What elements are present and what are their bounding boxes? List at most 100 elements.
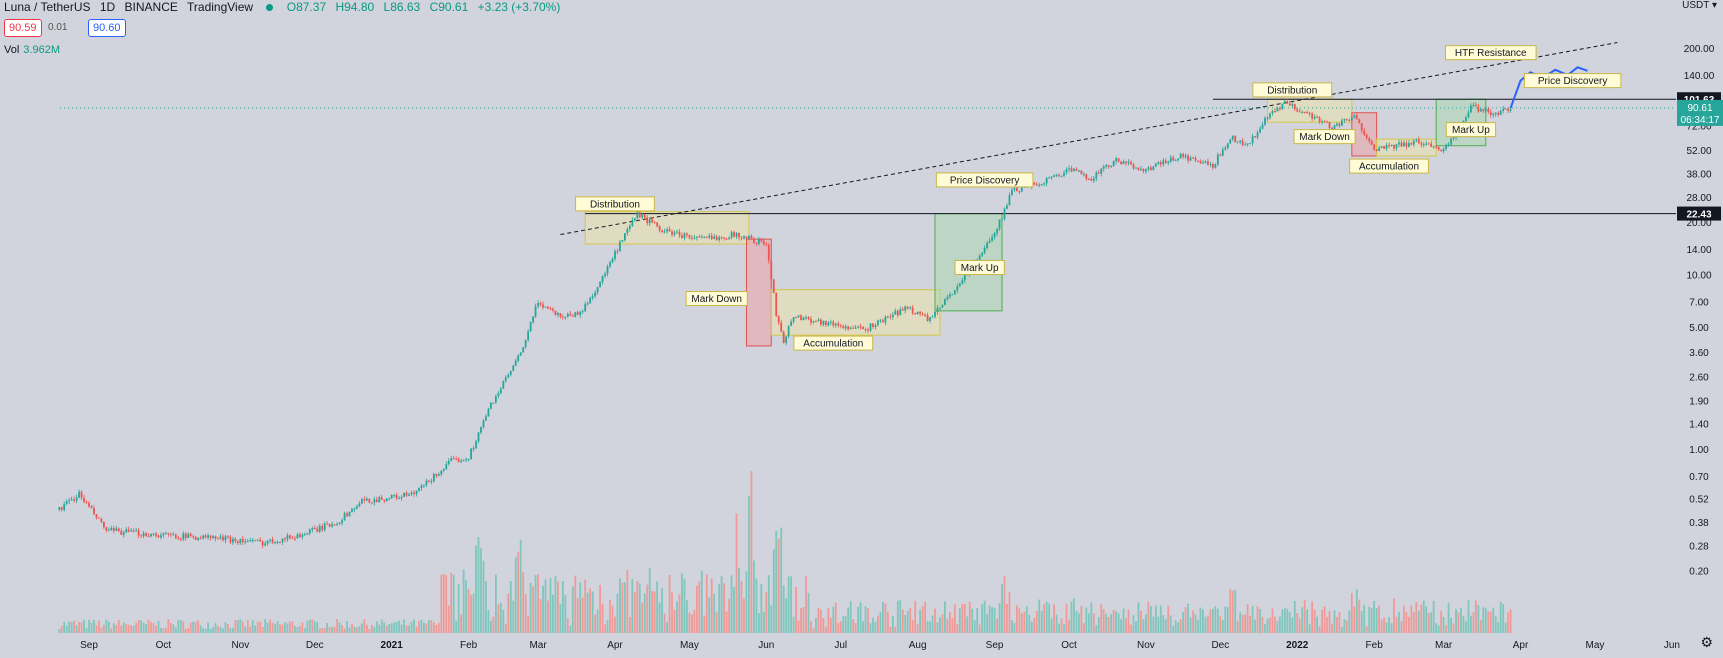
annotation-label[interactable]: HTF Resistance <box>1444 45 1537 61</box>
volume-bar <box>614 616 616 633</box>
candle-body <box>1323 121 1326 123</box>
volume-bar <box>1261 616 1264 633</box>
volume-bar <box>132 625 135 633</box>
volume-bar <box>442 573 445 633</box>
candle-body <box>671 231 673 235</box>
volume-bar <box>812 628 815 633</box>
volume-bar <box>1266 618 1269 633</box>
candle-body <box>1360 123 1363 131</box>
gear-icon[interactable]: ⚙ <box>1700 634 1713 650</box>
volume-bar <box>68 621 71 633</box>
candle-body <box>681 235 683 239</box>
candle-body <box>1219 154 1222 156</box>
volume-bar <box>1001 584 1003 633</box>
candle-body <box>961 280 964 284</box>
candle-body <box>586 303 589 305</box>
interval-label[interactable]: 1D <box>99 0 116 14</box>
volume-bar <box>435 625 438 633</box>
annotation-label[interactable]: Price Discovery <box>1523 73 1622 89</box>
candle-body <box>934 312 936 317</box>
sell-button[interactable]: 90.59 <box>4 19 42 37</box>
y-tick-label: 7.00 <box>1689 298 1709 309</box>
volume-bar <box>231 627 234 633</box>
volume-bar <box>1388 617 1390 633</box>
x-tick-label: Apr <box>1513 640 1529 651</box>
candle-body <box>98 517 100 519</box>
volume-bar <box>303 628 306 633</box>
volume-bar <box>909 607 912 633</box>
y-tick-label: 0.28 <box>1689 541 1709 552</box>
candle-body <box>472 448 475 450</box>
annotation-label[interactable]: Distribution <box>575 196 655 212</box>
candle-body <box>380 497 383 500</box>
y-tick-label: 72.00 <box>1686 121 1711 132</box>
annotation-label[interactable]: Accumulation <box>793 335 874 351</box>
candle-body <box>291 538 294 540</box>
candle-body <box>1499 110 1502 115</box>
annotation-label[interactable]: Price Discovery <box>935 172 1034 188</box>
volume-bar <box>65 625 68 633</box>
x-tick-label: Jun <box>758 640 774 651</box>
exchange-label: BINANCE <box>124 0 178 14</box>
candle-body <box>502 381 505 389</box>
volume-bar <box>430 620 433 633</box>
buy-button[interactable]: 90.60 <box>88 19 126 37</box>
volume-bar <box>1296 612 1299 633</box>
candle-body <box>740 237 743 239</box>
volume-bar <box>1120 619 1122 633</box>
volume-bar <box>869 623 872 633</box>
volume-bar <box>388 624 391 633</box>
symbol-name[interactable]: Luna / TetherUS <box>4 0 91 14</box>
candle-body <box>1318 117 1321 122</box>
candle-body <box>708 235 711 238</box>
volume-bar <box>1189 617 1192 633</box>
candle-body <box>378 497 381 503</box>
annotation-label[interactable]: Mark Up <box>954 259 1005 275</box>
candle-body <box>1393 144 1395 149</box>
volume-bar <box>931 615 934 633</box>
candle-body <box>988 240 991 243</box>
annotation-text: HTF Resistance <box>1455 48 1527 59</box>
volume-bar <box>1207 615 1209 633</box>
candle-body <box>207 535 209 538</box>
volume-legend: Vol 3.962M <box>4 44 60 56</box>
candle-body <box>231 538 234 543</box>
volume-bar <box>219 626 222 633</box>
candle-body <box>100 518 103 522</box>
annotation-label[interactable]: Accumulation <box>1349 158 1429 174</box>
currency-selector[interactable]: USDT ▾ <box>1682 0 1717 11</box>
volume-bar <box>110 628 113 633</box>
candle-body <box>1425 143 1428 145</box>
candle-body <box>720 237 723 239</box>
volume-bar <box>1152 616 1155 633</box>
candle-body <box>656 222 659 227</box>
volume-bar <box>222 628 224 633</box>
volume-bar <box>1293 600 1296 633</box>
candle-body <box>688 235 691 238</box>
candle-body <box>566 313 569 317</box>
candle-body <box>331 524 334 527</box>
annotation-label[interactable]: Mark Down <box>1293 129 1356 145</box>
volume-bar <box>944 601 946 633</box>
volume-bar <box>770 605 773 633</box>
candle-body <box>1080 170 1083 175</box>
volume-bar <box>313 621 316 633</box>
candle-body <box>827 322 830 326</box>
volume-bar <box>686 600 688 633</box>
volume-bar <box>1045 601 1048 633</box>
annotation-label[interactable]: Distribution <box>1252 82 1333 98</box>
volume-bar <box>197 620 200 633</box>
zone-markdown[interactable] <box>745 238 772 347</box>
candle-body <box>834 323 837 326</box>
candle-body <box>1152 166 1155 171</box>
candle-body <box>370 502 373 504</box>
candle-body <box>254 540 257 542</box>
annotation-label[interactable]: Mark Up <box>1445 122 1497 138</box>
candle-body <box>348 511 351 517</box>
volume-bar <box>1410 605 1413 633</box>
candle-body <box>785 336 788 343</box>
volume-bar <box>333 626 336 633</box>
annotation-label[interactable]: Mark Down <box>685 291 748 307</box>
